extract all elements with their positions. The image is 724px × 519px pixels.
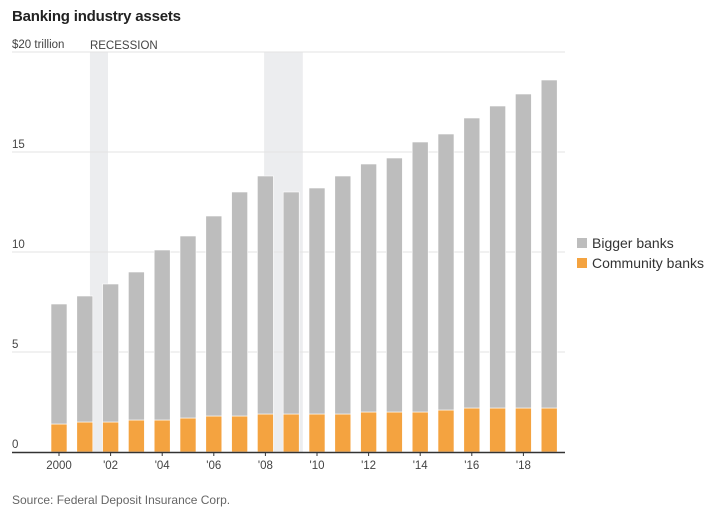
bar-community-2005 [179,417,197,453]
bar-bigger-2002 [102,283,119,423]
x-tick-label: '04 [155,460,171,472]
x-tick-label: '16 [464,460,479,472]
axis-labels: RECESSION 0 5 10 15 $20 trillion 2000 '02 '04 '06… [12,39,531,472]
bar-community-2013 [386,411,403,453]
legend: Bigger banks Community banks [577,233,704,273]
x-tick-label: '08 [258,460,273,472]
x-axis [12,451,565,456]
bar-community-2009 [282,413,300,453]
bar-community-2016 [463,407,481,453]
y-tick-label: 15 [12,139,25,151]
bar-community-2004 [153,419,171,453]
bar-community-2006 [205,415,223,453]
bar-community-2002 [102,421,119,453]
x-tick-label: '02 [103,460,118,472]
bar-bigger-2007 [231,191,248,417]
bar-bigger-2006 [205,215,223,417]
bar-community-2015 [437,409,455,453]
bar-bigger-2003 [128,271,145,421]
bar-bigger-2005 [179,235,197,419]
x-tick-label: '14 [413,460,429,472]
legend-label: Bigger banks [592,235,674,251]
bar-bigger-2015 [437,133,455,411]
bar-community-2017 [489,407,506,453]
bar-community-2003 [128,419,145,453]
y-tick-label: 10 [12,239,25,251]
bar-bigger-2014 [411,141,429,413]
bar-community-2012 [360,411,377,453]
y-tick-label: $20 trillion [12,39,64,51]
legend-label: Community banks [592,255,705,271]
legend-item-community-banks: Community banks [577,253,704,273]
bar-bigger-2008 [257,175,274,415]
source-note: Source: Federal Deposit Insurance Corp. [12,493,231,507]
bar-community-2000 [50,423,68,453]
x-tick-label: '12 [361,460,376,472]
bar-bigger-2009 [282,191,300,415]
x-tick-label: '18 [516,460,531,472]
recession-label: RECESSION [90,40,158,52]
chart-title: Banking industry assets [12,8,181,25]
bar-bigger-2019 [540,79,558,409]
bar-bigger-2011 [334,175,352,415]
bar-bigger-2010 [308,187,326,415]
bar-community-2014 [411,411,429,453]
x-tick-label: 2000 [46,460,72,472]
x-tick-label: '10 [310,460,325,472]
bar-community-2011 [334,413,352,453]
bar-bigger-2012 [360,163,377,413]
bar-community-2001 [76,421,94,453]
y-tick-label: 0 [12,439,18,451]
bar-community-2010 [308,413,326,453]
bar-bigger-2018 [515,93,532,409]
bar-bigger-2013 [386,157,403,413]
bar-bigger-2016 [463,117,481,409]
bar-bigger-2017 [489,105,506,409]
bar-community-2008 [257,413,274,453]
legend-swatch-community [577,258,587,268]
bars [50,79,558,453]
bar-community-2019 [540,407,558,453]
bar-bigger-2001 [76,295,94,423]
bar-community-2007 [231,415,248,453]
bar-bigger-2004 [153,249,171,421]
bar-bigger-2000 [50,303,68,425]
legend-swatch-bigger [577,238,587,248]
legend-item-bigger-banks: Bigger banks [577,233,704,253]
bar-community-2018 [515,407,532,453]
x-tick-label: '06 [206,460,221,472]
y-tick-label: 5 [12,339,18,351]
